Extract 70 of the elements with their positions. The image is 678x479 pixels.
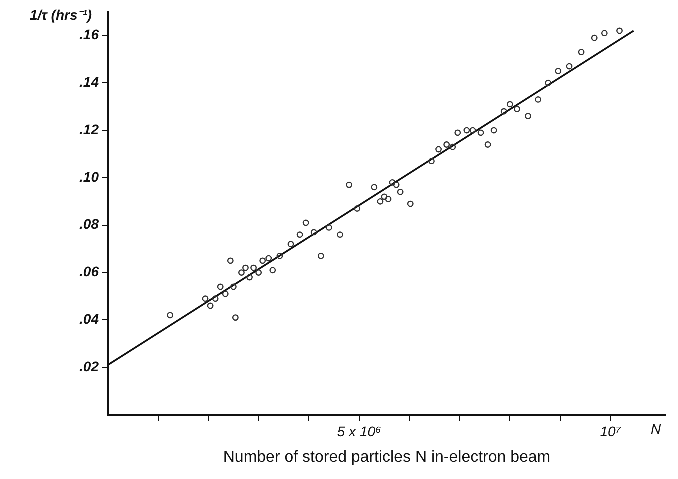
point xyxy=(428,158,435,165)
point xyxy=(256,270,262,276)
point xyxy=(302,220,310,226)
point xyxy=(354,206,361,212)
x-tick-label: 5 x 10⁶ xyxy=(337,423,382,440)
point xyxy=(310,229,318,236)
point xyxy=(450,144,456,150)
point xyxy=(242,264,249,272)
y-axis-title: 1/τ (hrs⁻¹) xyxy=(30,6,92,23)
point xyxy=(555,68,562,74)
point xyxy=(478,130,484,136)
point xyxy=(591,34,598,42)
point xyxy=(385,196,392,202)
point xyxy=(202,296,209,302)
point xyxy=(250,264,257,272)
point xyxy=(318,252,324,260)
y-tick-label: .02 xyxy=(80,358,100,374)
point xyxy=(276,252,284,260)
point xyxy=(566,63,573,70)
point xyxy=(270,267,276,274)
y-tick-label: .08 xyxy=(80,216,100,232)
point xyxy=(222,290,229,298)
point xyxy=(506,101,514,108)
point xyxy=(232,314,239,322)
text: N xyxy=(650,420,662,437)
y-tick-label: .10 xyxy=(80,168,100,185)
point xyxy=(490,127,498,134)
point xyxy=(296,232,304,238)
point xyxy=(407,200,414,208)
point xyxy=(381,194,388,200)
point xyxy=(500,108,508,115)
x-tick-label: 10⁷ xyxy=(600,423,622,440)
point xyxy=(212,296,219,302)
point xyxy=(444,142,450,148)
point xyxy=(167,312,174,319)
point xyxy=(545,80,552,86)
point xyxy=(227,258,234,264)
x-axis-title: Number of stored particles N in-electron beam xyxy=(223,448,551,466)
point xyxy=(525,113,532,120)
point xyxy=(346,182,352,188)
point xyxy=(288,241,294,248)
y-tick-label: .12 xyxy=(80,121,100,138)
point xyxy=(217,284,224,290)
point xyxy=(454,130,462,136)
point xyxy=(207,302,214,310)
point xyxy=(601,30,608,37)
point xyxy=(266,255,272,262)
point xyxy=(470,127,476,134)
point xyxy=(616,28,623,34)
point xyxy=(389,179,396,186)
point xyxy=(260,258,266,264)
point xyxy=(484,142,492,148)
point xyxy=(393,182,400,188)
point xyxy=(436,146,442,153)
y-tick-label: .04 xyxy=(80,311,100,328)
point xyxy=(464,127,470,134)
point xyxy=(578,49,585,56)
point xyxy=(535,96,542,103)
y-tick-label: .06 xyxy=(80,264,100,280)
y-tick-label: .14 xyxy=(80,74,100,90)
point xyxy=(397,188,404,196)
point xyxy=(514,106,520,112)
point xyxy=(337,232,344,238)
point xyxy=(371,184,378,191)
point xyxy=(230,284,237,290)
point xyxy=(377,198,384,205)
y-tick-label: .16 xyxy=(80,26,100,43)
point xyxy=(326,224,332,231)
point xyxy=(246,274,253,281)
point xyxy=(238,270,245,276)
